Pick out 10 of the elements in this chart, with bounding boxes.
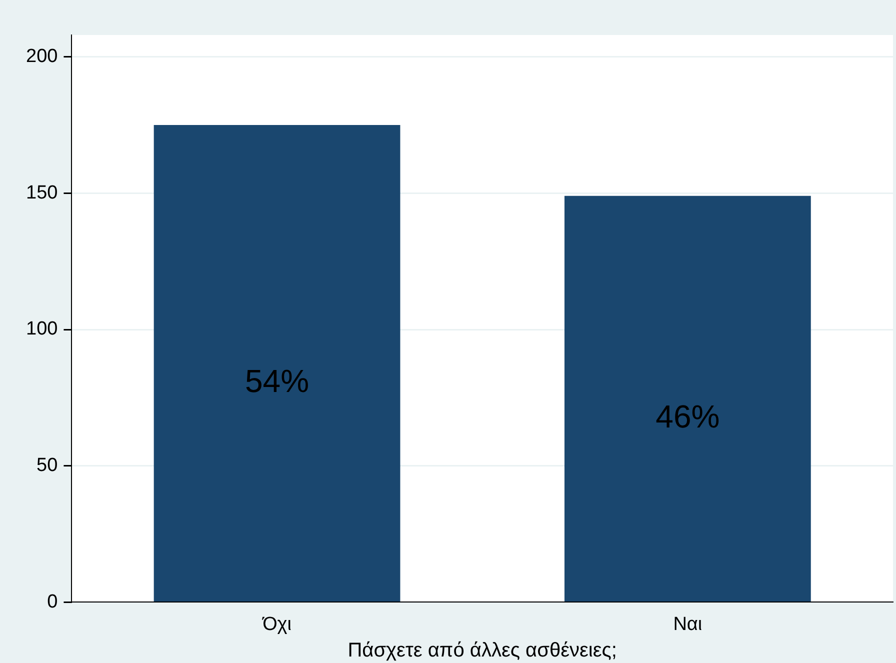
x-axis-title: Πάσχετε από άλλες ασθένειες; [348, 640, 617, 662]
y-tick-label: 50 [36, 455, 58, 476]
y-tick-label: 100 [26, 318, 58, 340]
x-tick-label: Ναι [673, 614, 702, 635]
annotation: 46% [656, 398, 720, 434]
y-tick-label: 0 [47, 591, 58, 612]
y-tick-label: 150 [26, 182, 58, 204]
annotation: 54% [245, 363, 310, 400]
y-tick-label: 200 [26, 46, 58, 68]
x-tick-label: Όχι [262, 614, 292, 635]
